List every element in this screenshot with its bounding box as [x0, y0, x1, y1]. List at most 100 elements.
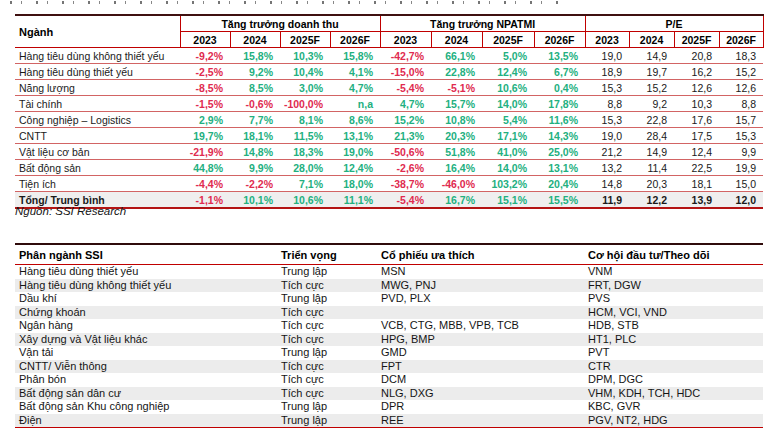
table-row: Tài chính-1,5%-0,6%-100,0%n,a4,7%15,7%14…: [15, 96, 763, 112]
growth-value: -5,1%: [431, 80, 482, 96]
growth-value: 0,4%: [534, 80, 585, 96]
pe-value: 15,0: [719, 176, 763, 192]
growth-value: -4,4%: [180, 176, 230, 192]
table-row: Công nghiệp – Logistics2,9%7,7%8,1%8,6%1…: [15, 112, 763, 128]
growth-value: 9,9%: [230, 160, 280, 176]
growth-value: 10,1%: [230, 192, 280, 209]
pe-value: 9,9: [719, 144, 763, 160]
table-row: Hàng tiêu dùng thiết yếuTrung lậpMSNVNM: [15, 265, 763, 279]
sector-name: Hàng tiêu dùng không thiết yếu: [15, 279, 277, 293]
pe-value: 11,4: [629, 160, 674, 176]
pe-value: 12,4: [674, 144, 719, 160]
pe-value: 15,3: [719, 128, 763, 144]
growth-value: 11,5%: [280, 128, 330, 144]
pe-value: 9,2: [629, 96, 674, 112]
pe-value: 12,6: [674, 80, 719, 96]
growth-value: 8,6%: [330, 112, 380, 128]
pe-value: 15,7: [719, 112, 763, 128]
sector-name: Bất động sản dân cư: [15, 387, 277, 401]
year-header: 2023: [380, 32, 431, 48]
pe-value: 13,2: [585, 160, 629, 176]
table-row: Bất động sản dân cưTích cựcNLG, DXGVHM, …: [15, 387, 763, 401]
pe-value: 19,7: [629, 64, 674, 80]
sector-name: Phân bón: [15, 373, 277, 387]
source-note: Nguồn: SSI Research: [15, 205, 126, 217]
year-header: 2025F: [674, 32, 719, 48]
pe-value: 18,1: [674, 176, 719, 192]
outlook-value: Trung lập: [277, 414, 377, 428]
sector-name: Bất động sản Khu công nghiệp: [15, 400, 277, 414]
outlook-column-header: Cơ hội đầu tư/Theo dõi: [584, 244, 763, 265]
pe-value: 16,2: [674, 64, 719, 80]
growth-value: 20,3%: [431, 128, 482, 144]
watch-stocks: VHM, KDH, TCH, HDC: [584, 387, 763, 401]
favorite-stocks: NLG, DXG: [377, 387, 584, 401]
growth-value: 19,7%: [180, 128, 230, 144]
growth-value: 7,7%: [230, 112, 280, 128]
sector-name: Hàng tiêu dùng thiết yếu: [15, 265, 277, 279]
growth-value: 5,0%: [482, 48, 534, 64]
sector-name: Ngân hàng: [15, 319, 277, 333]
column-header-sector: Ngành: [15, 15, 180, 48]
table-row: CNTT19,7%18,1%11,5%13,1%21,3%20,3%17,1%1…: [15, 128, 763, 144]
outlook-column-header: Cổ phiếu ưa thích: [377, 244, 584, 265]
growth-value: 10,6%: [280, 192, 330, 209]
growth-value: 12,4%: [482, 64, 534, 80]
pe-value: 19,9: [719, 160, 763, 176]
sector-name: Công nghiệp – Logistics: [15, 112, 180, 128]
pe-value: 15,2: [629, 80, 674, 96]
pe-value: 15,3: [585, 112, 629, 128]
pe-value: 12,0: [719, 192, 763, 209]
outlook-value: Tích cực: [277, 279, 377, 293]
pe-value: 12,6: [719, 80, 763, 96]
outlook-value: Trung lập: [277, 292, 377, 306]
growth-value: -50,6%: [380, 144, 431, 160]
sector-name: Bất động sản: [15, 160, 180, 176]
pe-value: 18,9: [585, 64, 629, 80]
growth-value: 14,0%: [482, 96, 534, 112]
table-row: Phân bónTích cựcDCMDPM, DGC: [15, 373, 763, 387]
growth-value: -38,7%: [380, 176, 431, 192]
favorite-stocks: MSN: [377, 265, 584, 279]
growth-value: 18,3%: [280, 144, 330, 160]
pe-value: 20,8: [674, 48, 719, 64]
growth-value: 5,4%: [482, 112, 534, 128]
growth-value: -5,4%: [380, 192, 431, 209]
sector-name: Vật liệu cơ bản: [15, 144, 180, 160]
pe-value: 18,3: [719, 48, 763, 64]
favorite-stocks: HPG, BMP: [377, 333, 584, 347]
year-header: 2024: [629, 32, 674, 48]
growth-value: 15,2%: [380, 112, 431, 128]
growth-value: 3,0%: [280, 80, 330, 96]
sector-name: Xây dựng và Vật liệu khác: [15, 333, 277, 347]
growth-value: 14,3%: [534, 128, 585, 144]
year-header: 2026F: [534, 32, 585, 48]
growth-value: 28,0%: [280, 160, 330, 176]
pe-value: 20,3: [629, 176, 674, 192]
pe-value: 21,2: [585, 144, 629, 160]
outlook-value: Tích cực: [277, 319, 377, 333]
growth-value: 10,4%: [280, 64, 330, 80]
year-header: 2023: [180, 32, 230, 48]
table-row: Hàng tiêu dùng thiết yếu-2,5%9,2%10,4%4,…: [15, 64, 763, 80]
column-group-revenue-growth: Tăng trưởng doanh thu: [180, 15, 380, 32]
pe-value: 22,5: [674, 160, 719, 176]
growth-value: 4,7%: [380, 96, 431, 112]
growth-value: 51,8%: [431, 144, 482, 160]
table-row: Ngân hàngTích cựcVCB, CTG, MBB, VPB, TCB…: [15, 319, 763, 333]
growth-value: 15,8%: [330, 48, 380, 64]
pe-value: 12,2: [629, 192, 674, 209]
growth-value: -100,0%: [280, 96, 330, 112]
table-row: Bất động sản Khu công nghiệpTrung lậpDPR…: [15, 400, 763, 414]
outlook-header-row: Phân ngành SSITriển vọngCổ phiếu ưa thíc…: [15, 244, 763, 265]
sector-name: Điện: [15, 414, 277, 428]
growth-value: 22,8%: [431, 64, 482, 80]
growth-value: 17,8%: [534, 96, 585, 112]
growth-value: -15,0%: [380, 64, 431, 80]
growth-value: 15,7%: [431, 96, 482, 112]
growth-value: 19,0%: [330, 144, 380, 160]
table-row: Xây dựng và Vật liệu khácTích cựcHPG, BM…: [15, 333, 763, 347]
outlook-value: Tích cực: [277, 333, 377, 347]
growth-value: 13,1%: [330, 128, 380, 144]
growth-value: 10,8%: [431, 112, 482, 128]
